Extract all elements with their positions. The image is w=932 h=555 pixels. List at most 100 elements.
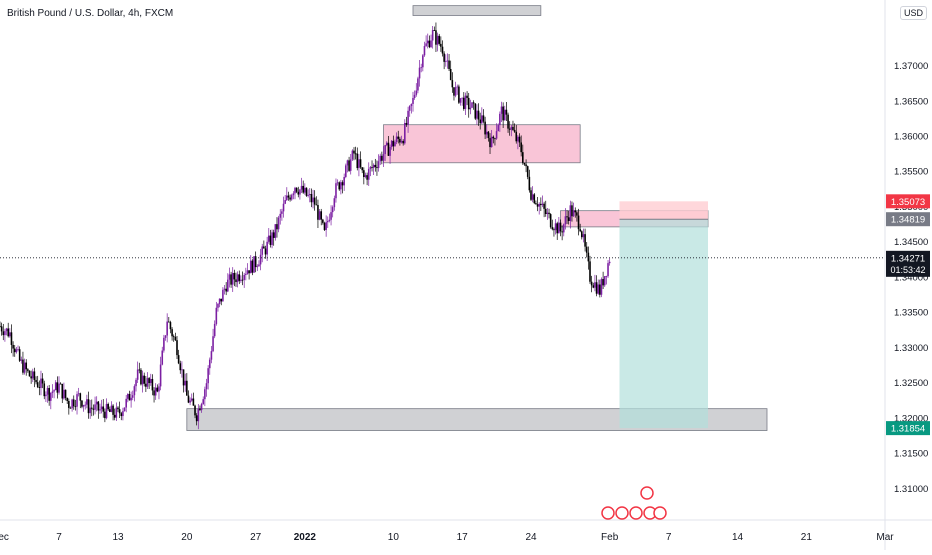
ticker-label: British Pound / U.S. Dollar, 4h, FXCM (7, 8, 174, 19)
candle-body (597, 284, 599, 294)
candle-body (18, 349, 21, 361)
candle-body (405, 122, 408, 125)
candle-body (267, 235, 270, 242)
candle-body (89, 407, 91, 414)
candle-body (323, 222, 326, 230)
candle-body (192, 398, 195, 406)
candle-body (0, 326, 3, 332)
candle-body (120, 413, 123, 417)
candle-body (472, 102, 475, 104)
candle-body (538, 203, 540, 207)
candle-body (482, 115, 485, 122)
candle-body (127, 394, 129, 399)
candle-body (168, 321, 170, 323)
event-flag-icon[interactable] (629, 506, 643, 520)
candle-body (295, 187, 298, 192)
candle-body (582, 234, 585, 238)
candle-body (12, 344, 14, 349)
candle-body (248, 270, 250, 274)
candle-body (440, 43, 442, 47)
y-tick-label: 1.31000 (894, 484, 928, 495)
candle-body (369, 167, 372, 169)
entry-price-label: 1.34819 (891, 215, 925, 226)
candle-body (523, 162, 526, 165)
candle-body (43, 383, 46, 397)
candle-body (449, 68, 452, 81)
candle-body (481, 115, 483, 124)
event-flag-icon[interactable] (601, 506, 615, 520)
candle-body (574, 210, 577, 213)
zone-demand[interactable] (412, 5, 542, 16)
event-flag-icon[interactable] (615, 506, 629, 520)
candle-body (584, 234, 586, 247)
take-profit-zone[interactable] (619, 219, 709, 429)
candle-body (500, 106, 503, 114)
candle-body (325, 222, 327, 230)
candle-body (392, 140, 395, 147)
candle-body (41, 378, 44, 384)
candle-body (76, 394, 78, 407)
candle-body (530, 190, 532, 200)
candle-body (371, 167, 373, 168)
candle-body (441, 46, 444, 54)
candle-body (69, 407, 72, 409)
candle-body (110, 405, 113, 412)
candle-body (200, 403, 203, 411)
currency-badge[interactable]: USD (900, 6, 928, 20)
stop-loss-zone[interactable] (619, 201, 709, 220)
candle-body (5, 328, 8, 332)
candle-body (459, 98, 462, 103)
candle-body (123, 407, 126, 412)
candle-body (245, 273, 247, 275)
candle-body (367, 168, 370, 180)
x-tick-label: 13 (112, 532, 124, 543)
candle-body (31, 371, 34, 379)
candle-body (508, 128, 511, 130)
candle-body (10, 332, 13, 345)
candle-body (220, 298, 223, 302)
candle-body (7, 328, 9, 337)
candle-body (138, 369, 141, 371)
bar-countdown-label: 01:53:42 (890, 265, 925, 275)
candle-body (489, 138, 491, 148)
candle-body (159, 364, 162, 387)
candle-body (84, 404, 87, 406)
y-tick-label: 1.35500 (894, 167, 928, 178)
candle-body (603, 276, 606, 286)
candle-body (525, 164, 527, 167)
candle-body (274, 224, 277, 238)
candle-body (328, 219, 331, 221)
candle-body (281, 211, 283, 214)
candle-body (566, 216, 568, 218)
candle-body (107, 403, 109, 410)
candle-body (146, 378, 149, 387)
candle-body (412, 97, 414, 104)
candle-body (426, 40, 429, 44)
candle-body (431, 30, 434, 41)
candle-body (282, 203, 285, 212)
candle-body (310, 194, 313, 203)
x-tick-label: 24 (525, 532, 537, 543)
zone-supply[interactable] (383, 124, 581, 164)
candle-body (454, 87, 457, 96)
candle-body (520, 142, 522, 153)
candle-body (202, 399, 205, 404)
event-markers (601, 486, 667, 520)
candle-body (330, 212, 332, 220)
candle-body (272, 232, 275, 238)
candle-body (74, 406, 77, 408)
y-tick-label: 1.37000 (894, 61, 928, 72)
candle-body (417, 78, 419, 91)
candle-body (38, 386, 41, 388)
event-flag-icon[interactable] (653, 506, 667, 520)
candle-body (300, 185, 303, 190)
candle-body (326, 220, 329, 223)
event-flag-icon[interactable] (640, 486, 654, 500)
candle-body (254, 256, 257, 268)
candle-body (40, 378, 42, 388)
candle-body (377, 161, 380, 169)
candle-body (402, 140, 404, 144)
candle-body (320, 211, 323, 220)
